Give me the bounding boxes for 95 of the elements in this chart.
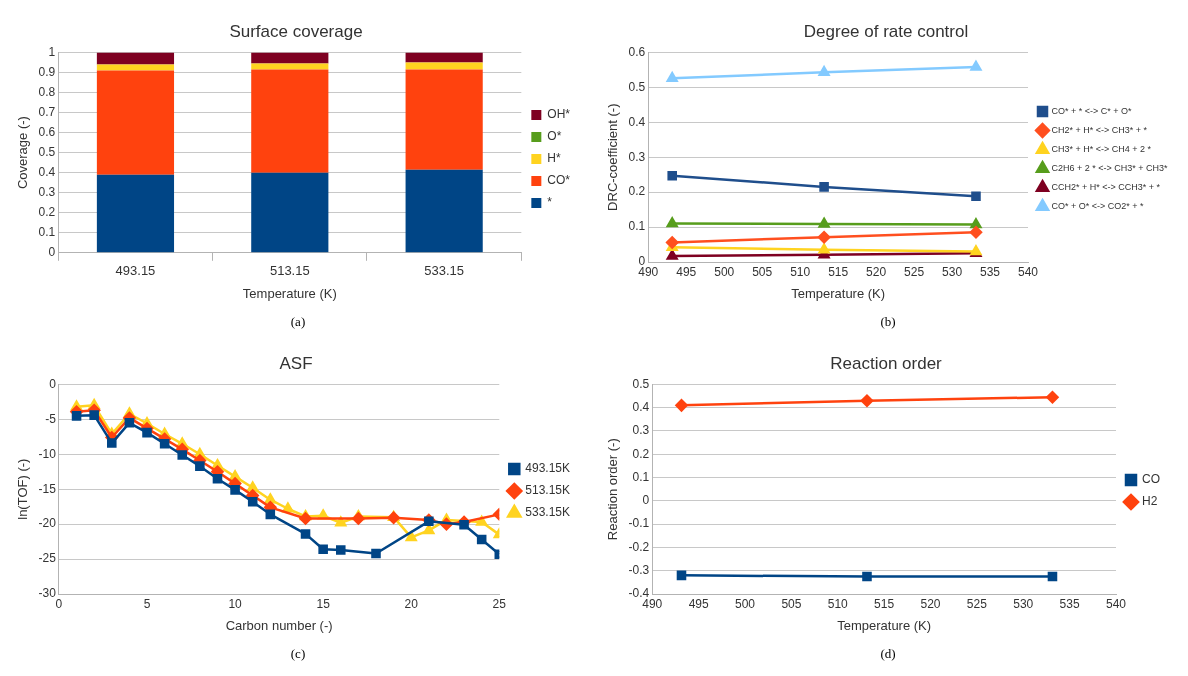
legend-label: O* — [547, 129, 562, 144]
legend-label: 533.15K — [525, 505, 571, 520]
y-tick-label: -10 — [38, 446, 57, 461]
y-tick-label: 0.6 — [628, 44, 646, 59]
x-tick-label: 500 — [714, 264, 735, 279]
legend-label: CH2* + H* <-> CH3* + * — [1051, 124, 1148, 135]
legend-label: H* — [547, 151, 561, 166]
legend-label: CH3* + H* <-> CH4 + 2 * — [1051, 143, 1152, 154]
legend-label: * — [547, 195, 553, 210]
x-tick-label: 500 — [735, 596, 756, 611]
y-tick-label: -0.2 — [628, 539, 650, 554]
x-tick-label: 15 — [316, 596, 331, 611]
y-tick-label: 0.2 — [632, 446, 650, 461]
x-tick-label: 520 — [920, 596, 941, 611]
x-axis-title: Temperature (K) — [791, 285, 886, 301]
x-tick-label: 530 — [942, 264, 963, 279]
x-tick-label: 530 — [1013, 596, 1034, 611]
y-tick-label: 0.2 — [628, 184, 646, 199]
x-tick-label: 505 — [781, 596, 802, 611]
x-tick-label: 490 — [642, 596, 663, 611]
y-tick-label: 0.1 — [632, 469, 650, 484]
chart-title: ASF — [279, 353, 313, 373]
x-axis-title: Temperature (K) — [837, 617, 932, 633]
x-tick-label: 540 — [1017, 264, 1039, 279]
x-tick-label: 10 — [228, 596, 243, 611]
y-tick-label: 0.3 — [632, 423, 650, 438]
y-tick-label: 0.3 — [628, 149, 646, 164]
y-tick-label: 0.4 — [38, 164, 56, 179]
x-tick-label: 490 — [638, 264, 659, 279]
x-tick-label: 510 — [827, 596, 849, 611]
y-tick-label: 0.4 — [628, 114, 646, 129]
x-tick-label: 505 — [752, 264, 773, 279]
x-tick-label: 540 — [1105, 596, 1127, 611]
y-tick-label: -30 — [38, 586, 57, 601]
y-tick-label: -20 — [38, 516, 57, 531]
legend-label: C2H6 + 2 * <-> CH3* + CH3* — [1051, 162, 1169, 173]
y-tick-label: 0.5 — [632, 376, 650, 391]
x-axis-title: Carbon number (-) — [225, 617, 333, 633]
legend-label: CCH2* + H* <-> CCH3* + * — [1051, 181, 1161, 192]
y-tick-label: -0.3 — [628, 563, 650, 578]
text: (c) — [289, 646, 307, 663]
legend-label: OH* — [547, 107, 571, 122]
y-tick-label: -0.1 — [628, 516, 650, 531]
legend-label: CO* — [547, 173, 571, 188]
y-axis-title: Reaction order (-) — [605, 438, 621, 541]
y-tick-label: 1 — [48, 44, 56, 59]
y-tick-label: 0.5 — [628, 79, 646, 94]
chart-title: Surface coverage — [229, 21, 363, 41]
y-tick-label: 0.8 — [38, 84, 56, 99]
chart-title: Degree of rate control — [803, 21, 969, 41]
legend-label: CO* + * <-> C* + O* — [1051, 105, 1133, 116]
legend-label: 513.15K — [525, 483, 571, 498]
x-tick-label: 525 — [904, 264, 925, 279]
y-axis-title: Coverage (-) — [15, 116, 31, 190]
text: (a) — [289, 314, 307, 331]
x-tick-label: 495 — [688, 596, 709, 611]
y-tick-label: 0.6 — [38, 124, 56, 139]
y-tick-label: 0.1 — [628, 219, 646, 234]
x-tick-label: 25 — [492, 596, 507, 611]
y-tick-label: 0.2 — [38, 205, 56, 220]
x-tick-label: 515 — [874, 596, 895, 611]
y-tick-label: 0.9 — [38, 64, 56, 79]
x-tick-label: 20 — [404, 596, 419, 611]
y-tick-label: 0.5 — [38, 144, 56, 159]
legend-label: CO* + O* <-> CO2* + * — [1051, 200, 1145, 211]
y-tick-label: 0.1 — [38, 225, 56, 240]
y-tick-label: -25 — [38, 551, 57, 566]
y-tick-label: 0.3 — [38, 184, 56, 199]
x-tick-label: 525 — [966, 596, 988, 611]
x-axis-title: Temperature (K) — [242, 285, 337, 301]
x-tick-label: 520 — [866, 264, 887, 279]
y-tick-label: 0.4 — [632, 400, 650, 414]
chart-title: Reaction order — [830, 353, 943, 373]
x-tick-label: 533.15 — [424, 263, 465, 279]
x-tick-label: 495 — [676, 264, 697, 279]
x-tick-label: 510 — [790, 264, 811, 279]
x-tick-label: 513.15 — [269, 263, 310, 279]
y-axis-title: DRC-coefficient (-) — [605, 103, 621, 211]
y-tick-label: 0 — [49, 376, 57, 391]
y-tick-label: -15 — [38, 481, 57, 496]
text: (b) — [879, 314, 897, 331]
text: (d) — [879, 646, 897, 663]
y-tick-label: -5 — [45, 411, 57, 426]
legend-label: CO — [1142, 472, 1160, 487]
x-tick-label: 535 — [1059, 596, 1080, 611]
y-tick-label: 0.7 — [38, 104, 56, 119]
y-tick-label: 0 — [48, 245, 56, 260]
x-tick-label: 493.15 — [115, 263, 156, 279]
x-tick-label: 515 — [828, 264, 849, 279]
legend-label: 493.15K — [525, 461, 571, 476]
x-tick-label: 5 — [143, 596, 151, 611]
legend-label: H2 — [1142, 494, 1158, 509]
y-tick-label: 0 — [642, 493, 650, 508]
x-tick-label: 535 — [980, 264, 1001, 279]
y-axis-title: ln(TOF) (-) — [15, 458, 31, 520]
